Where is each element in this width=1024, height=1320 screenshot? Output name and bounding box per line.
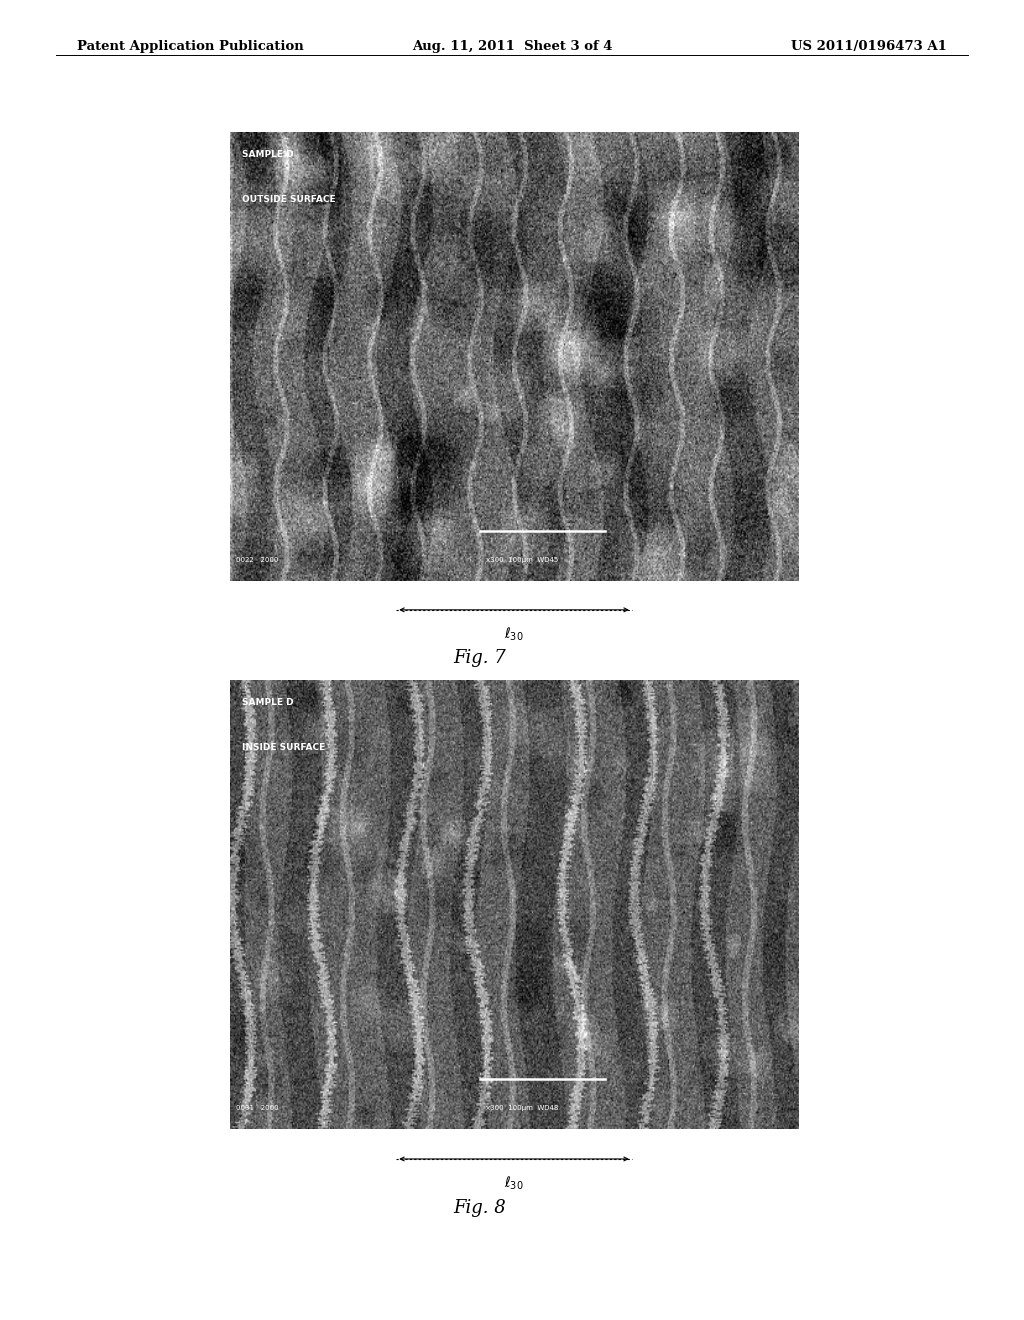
Text: x300  100μm  WD48: x300 100μm WD48 [486, 1105, 558, 1110]
Text: US 2011/0196473 A1: US 2011/0196473 A1 [792, 40, 947, 53]
Text: OUTSIDE SURFACE: OUTSIDE SURFACE [242, 195, 336, 203]
Text: $\ell_{30}$: $\ell_{30}$ [504, 1175, 524, 1192]
Text: SAMPLE D: SAMPLE D [242, 698, 294, 706]
Text: Fig. 8: Fig. 8 [453, 1199, 506, 1217]
Text: $\ell_{30}$: $\ell_{30}$ [504, 626, 524, 643]
Text: Fig. 7: Fig. 7 [453, 649, 506, 668]
Text: Patent Application Publication: Patent Application Publication [77, 40, 303, 53]
Text: 0031   2000: 0031 2000 [237, 1105, 279, 1110]
Text: x300  100μm  WD45: x300 100μm WD45 [486, 557, 558, 562]
Text: SAMPLE D: SAMPLE D [242, 150, 294, 158]
Text: 0022   2000: 0022 2000 [237, 557, 279, 562]
Text: Aug. 11, 2011  Sheet 3 of 4: Aug. 11, 2011 Sheet 3 of 4 [412, 40, 612, 53]
Text: INSIDE SURFACE: INSIDE SURFACE [242, 743, 325, 751]
